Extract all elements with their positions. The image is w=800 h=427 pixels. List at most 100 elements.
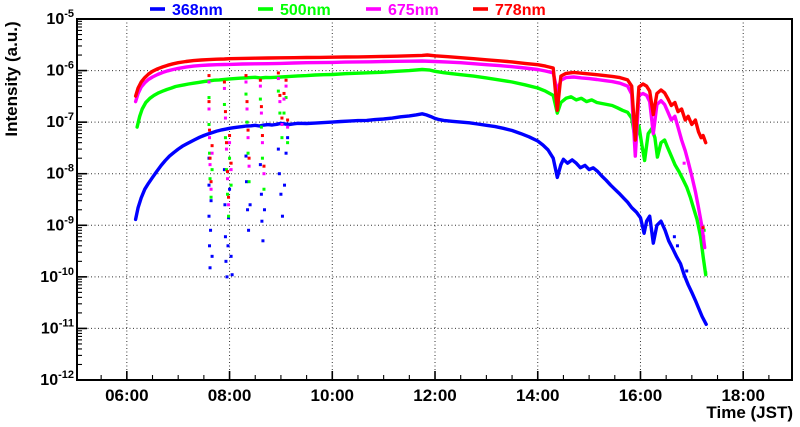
data-point [207, 107, 211, 111]
data-point [282, 91, 286, 95]
data-point [282, 111, 286, 115]
data-point [223, 116, 227, 120]
data-point [672, 235, 676, 239]
data-point [222, 80, 226, 84]
data-point [207, 80, 211, 84]
data-point [259, 105, 263, 109]
data-point [227, 195, 231, 199]
data-point [244, 74, 248, 78]
data-point [227, 203, 231, 207]
y-tick-label: 10-11 [41, 317, 74, 337]
data-point [245, 180, 249, 184]
data-point [208, 266, 212, 270]
data-point [278, 111, 282, 115]
data-point [258, 97, 262, 101]
data-point [207, 214, 211, 218]
x-tick-label: 08:00 [208, 386, 251, 405]
data-point [208, 177, 212, 181]
data-point [284, 96, 288, 100]
data-point [225, 177, 229, 181]
data-point [225, 170, 229, 174]
data-point [246, 128, 250, 132]
data-point [262, 164, 266, 168]
data-point [210, 144, 214, 148]
legend-entry-500nm: 500nm [258, 2, 331, 19]
y-tick-label: 10-9 [46, 214, 74, 234]
data-point [207, 96, 211, 100]
data-point [702, 228, 706, 232]
plot-frame [76, 18, 793, 381]
legend-label: 778nm [495, 2, 546, 19]
y-tick-label: 10-8 [46, 163, 74, 183]
data-point [277, 172, 281, 176]
data-point [682, 161, 686, 165]
data-point [260, 219, 264, 223]
series-line-675nm [133, 59, 707, 250]
legend-entry-368nm: 368nm [150, 2, 223, 19]
data-point [246, 136, 250, 140]
legend-label: 675nm [388, 2, 439, 19]
data-point [210, 254, 214, 258]
data-point [226, 244, 230, 248]
data-point [208, 244, 212, 248]
axis-ticks [77, 18, 770, 381]
data-point [229, 183, 233, 187]
series-line-368nm [133, 112, 708, 326]
series-368nm [133, 112, 708, 326]
x-tick-label: 10:00 [311, 386, 354, 405]
data-point [259, 192, 263, 196]
data-point [247, 156, 251, 160]
data-point [701, 226, 705, 230]
data-point [229, 161, 233, 165]
legend-entry-778nm: 778nm [473, 2, 546, 19]
data-point [223, 136, 227, 140]
data-point [258, 84, 262, 88]
data-point [209, 180, 213, 184]
data-point [223, 203, 227, 207]
data-point [224, 168, 228, 172]
data-point [222, 168, 226, 172]
data-point [259, 111, 263, 115]
data-point [260, 156, 264, 160]
y-tick-label: 10-7 [46, 111, 74, 131]
data-point [675, 244, 679, 248]
y-tick-label: 10-12 [40, 369, 74, 389]
data-point [224, 147, 228, 151]
x-axis-labels: 06:00 08:00 10:00 12:00 14:00 16:00 18:00 [105, 386, 765, 405]
series-778nm [133, 53, 708, 230]
legend: 368nm 500nm 675nm 778nm [150, 2, 546, 19]
gridlines [77, 19, 792, 380]
data-point [279, 192, 283, 196]
data-point [244, 92, 248, 96]
data-point [283, 183, 287, 187]
data-point [286, 141, 290, 145]
data-point [262, 208, 266, 212]
data-point [280, 136, 284, 140]
data-point [224, 259, 228, 263]
x-tick-label: 14:00 [516, 386, 559, 405]
x-tick-label: 18:00 [721, 386, 764, 405]
data-point [208, 156, 212, 160]
y-tick-label: 10-6 [46, 60, 74, 80]
data-point [248, 203, 252, 207]
data-point [258, 163, 262, 167]
data-point [685, 269, 689, 273]
data-point [227, 216, 231, 220]
data-point [208, 136, 212, 140]
data-point [230, 273, 234, 277]
data-point [225, 275, 229, 279]
data-point [209, 195, 213, 199]
data-point [224, 141, 228, 145]
x-tick-label: 12:00 [413, 386, 456, 405]
series-675nm [133, 59, 707, 250]
data-point [247, 180, 251, 184]
data-point [245, 100, 249, 104]
x-axis-title: Time (JST) [706, 403, 793, 422]
data-point [229, 168, 233, 172]
data-point [286, 136, 290, 140]
data-point [276, 77, 280, 81]
data-point [258, 78, 262, 82]
data-point [280, 214, 284, 218]
data-point [244, 154, 248, 158]
data-point [247, 164, 251, 168]
